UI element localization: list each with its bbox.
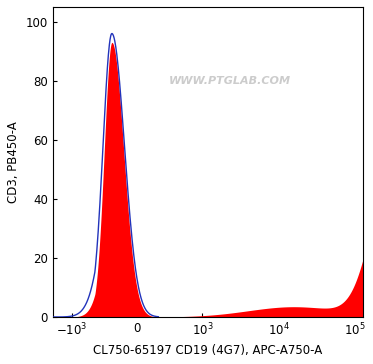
X-axis label: CL750-65197 CD19 (4G7), APC-A750-A: CL750-65197 CD19 (4G7), APC-A750-A	[93, 344, 323, 357]
Text: WWW.PTGLAB.COM: WWW.PTGLAB.COM	[169, 76, 291, 86]
Y-axis label: CD3, PB450-A: CD3, PB450-A	[7, 121, 20, 203]
